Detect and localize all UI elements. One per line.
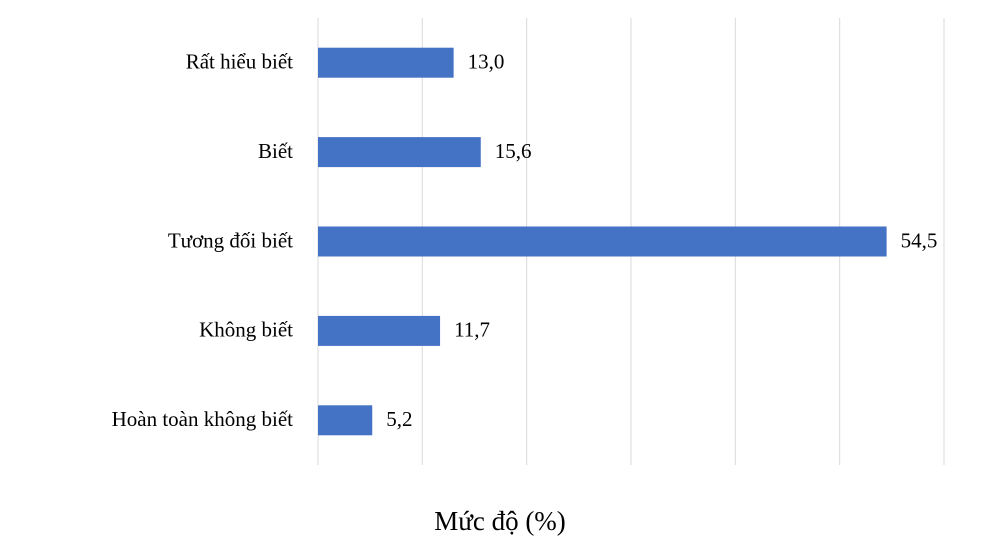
- category-label: Không biết: [199, 318, 293, 342]
- value-label: 11,7: [454, 318, 490, 342]
- x-axis-title: Mức độ (%): [434, 506, 566, 536]
- bar: [318, 137, 481, 168]
- value-label: 54,5: [901, 228, 938, 252]
- bar: [318, 315, 441, 346]
- value-label: 5,2: [386, 407, 412, 431]
- category-label: Hoàn toàn không biết: [112, 407, 294, 431]
- bar: [318, 226, 887, 257]
- bar: [318, 405, 373, 436]
- category-label: Rất hiểu biết: [186, 50, 293, 74]
- value-label: 13,0: [468, 50, 505, 74]
- value-label: 15,6: [495, 139, 532, 163]
- bar: [318, 47, 454, 78]
- category-label: Tương đối biết: [168, 228, 293, 252]
- category-label: Biết: [258, 139, 293, 163]
